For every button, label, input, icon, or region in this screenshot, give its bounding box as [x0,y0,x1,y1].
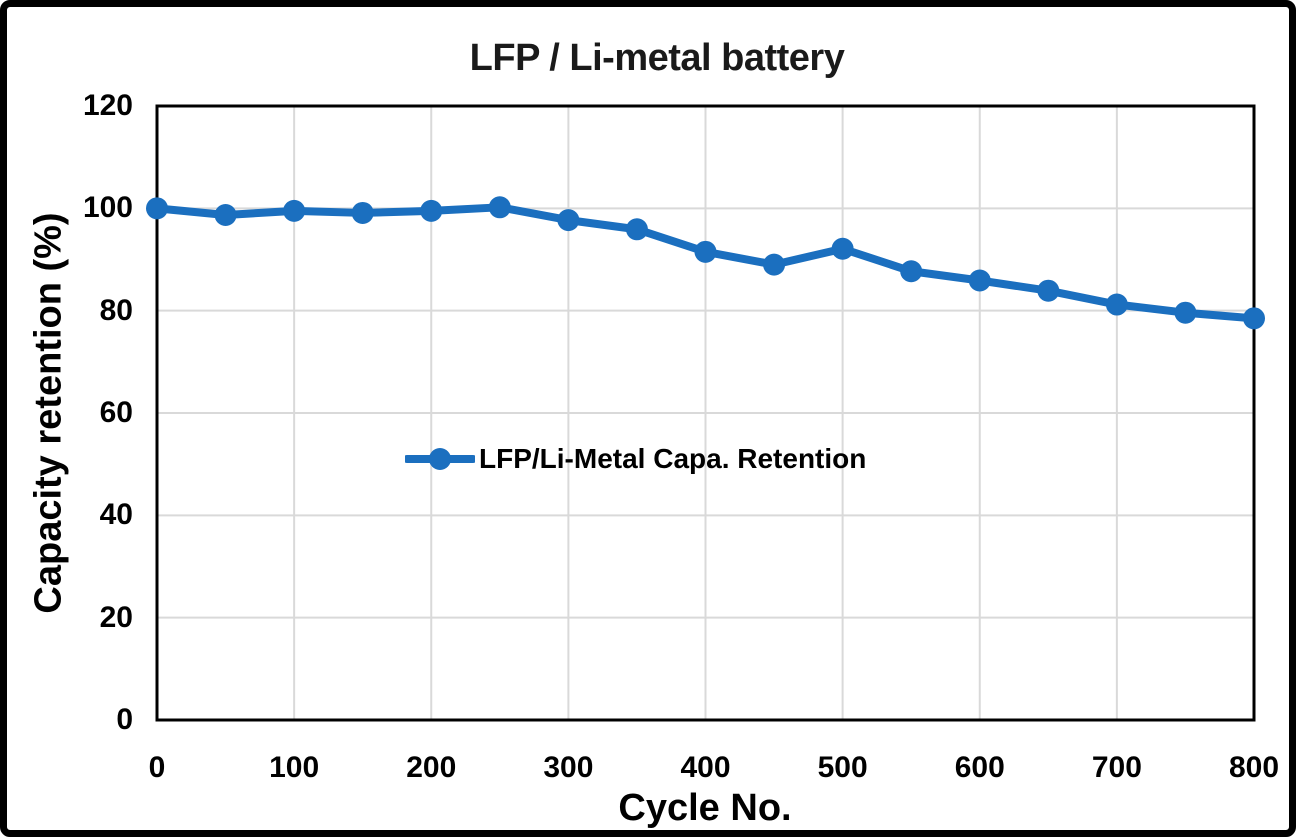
plot-border [155,104,1256,722]
data-point-marker [625,218,648,241]
data-point-marker [694,240,717,263]
data-point-marker [1105,293,1128,316]
x-tick-label: 600 [954,751,1005,784]
x-tick-label: 500 [817,751,868,784]
x-tick-label: 0 [148,751,166,784]
y-tick-label: 60 [99,396,133,429]
y-tick-label: 40 [99,498,133,532]
x-tick-label: 400 [680,751,731,784]
x-tick-label: 700 [1091,751,1142,784]
x-tick-label: 300 [543,751,594,784]
data-point-marker [214,203,237,226]
x-tick-label: 800 [1228,751,1280,784]
y-tick-label: 80 [99,293,133,327]
plot-area [146,104,1265,722]
legend-point [429,448,451,470]
data-point-marker [763,253,786,276]
y-tick-label: 0 [116,703,133,736]
plot-frame [146,104,1265,722]
y-tick-label: 100 [82,191,133,225]
data-point-marker [900,260,923,283]
x-tick-label: 200 [406,751,457,784]
data-point-marker [968,269,991,292]
legend-label: LFP/Li-Metal Capa. Retention [479,443,867,474]
x-tick-label: 100 [269,751,320,784]
chart-title: LFP / Li-metal battery [469,37,845,79]
legend-marker-icon [405,448,475,470]
x-axis-title: Cycle No. [618,787,792,829]
data-point-marker [1174,301,1197,324]
y-tick-label: 20 [99,600,133,634]
data-point-marker [283,199,306,222]
data-point-marker [351,201,374,224]
data-point-marker [1037,279,1060,302]
legend: LFP/Li-Metal Capa. Retention [405,443,866,475]
data-point-marker [831,237,854,260]
y-axis-title: Capacity retention (%) [27,212,70,614]
data-point-marker [1243,307,1265,330]
y-tick-label: 120 [82,89,133,122]
data-point-marker [557,209,580,232]
data-point-marker [420,199,443,222]
data-point-marker [488,196,511,219]
data-point-marker [146,197,168,220]
